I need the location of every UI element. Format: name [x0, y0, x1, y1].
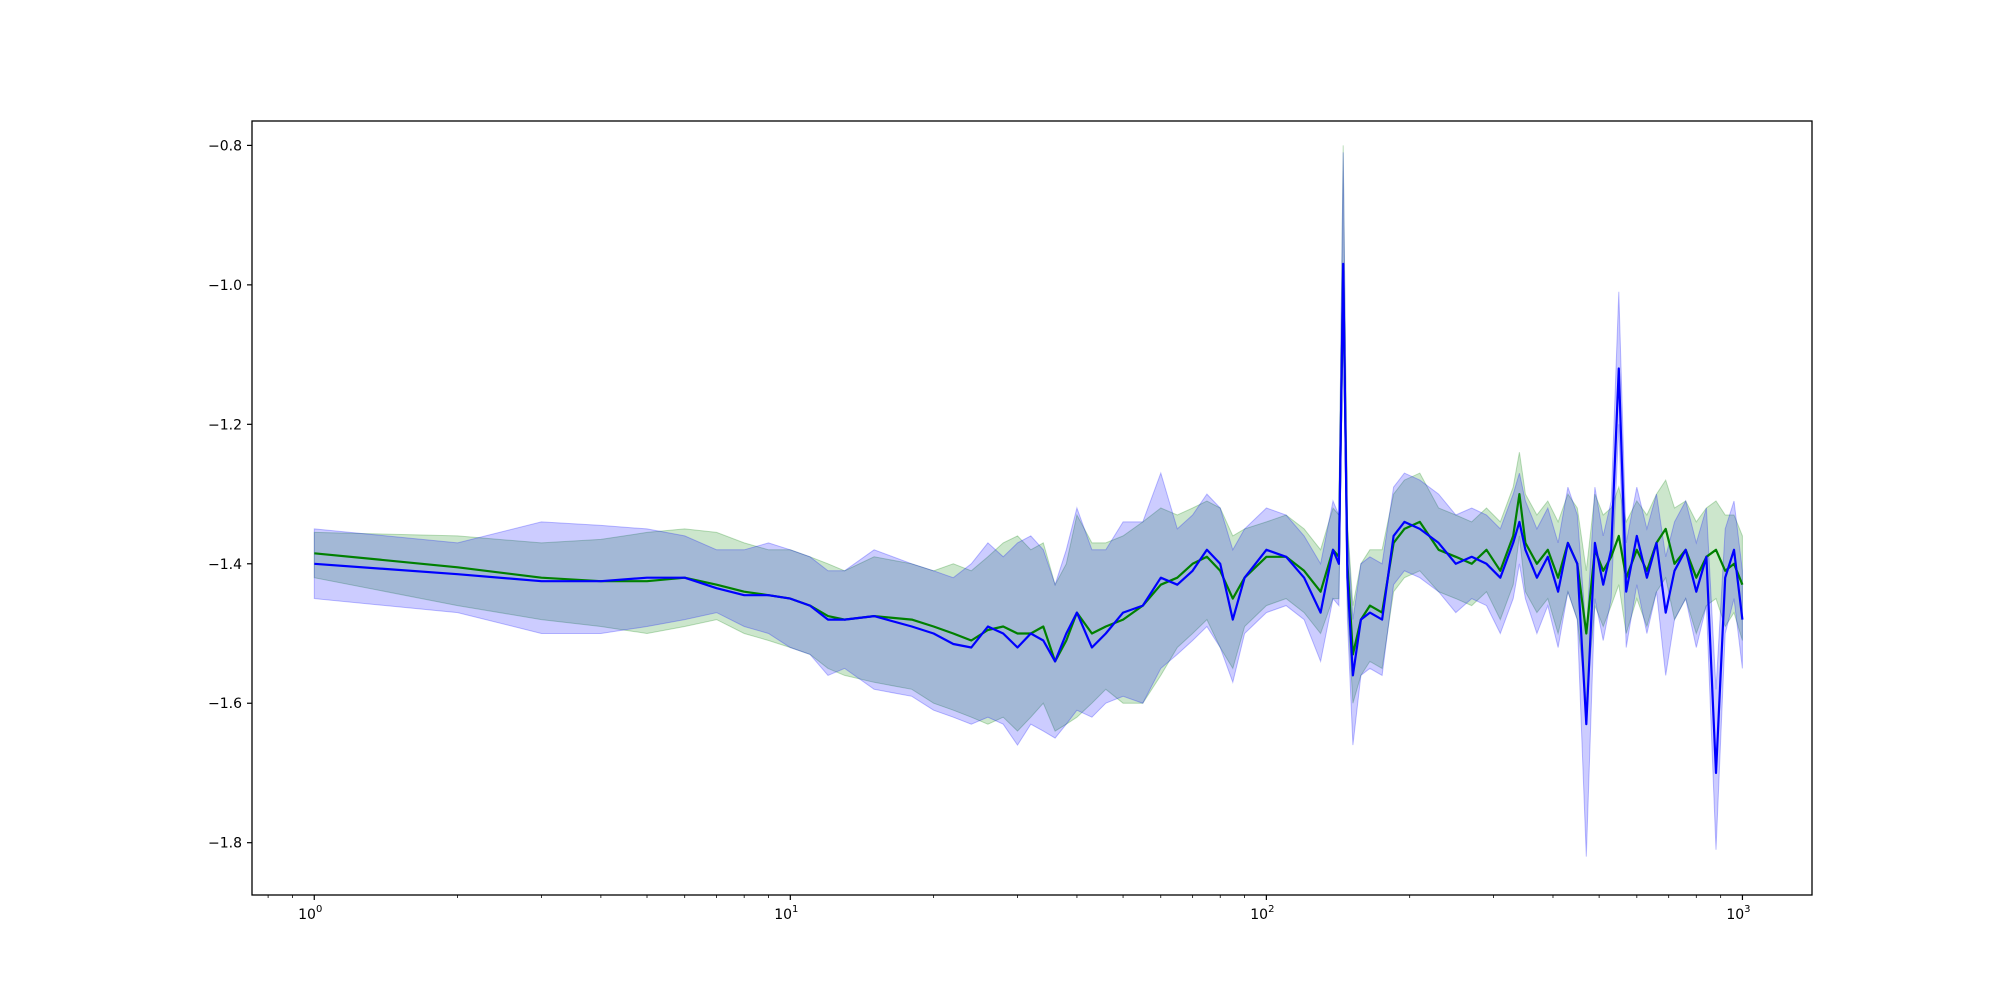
- y-tick-label: −1.4: [208, 557, 242, 573]
- y-tick-label: −1.8: [208, 836, 242, 852]
- confidence-bands: [313, 145, 1743, 857]
- y-tick-label: −1.0: [208, 278, 242, 294]
- series-2-band: [313, 152, 1743, 857]
- y-tick-label: −1.2: [208, 417, 242, 433]
- x-axis: 100 101 102 103: [267, 895, 1751, 923]
- series-1-band: [313, 145, 1743, 732]
- plot-frame: [251, 120, 1813, 896]
- y-tick-label: −0.8: [208, 138, 242, 154]
- series-lines: [314, 262, 1744, 775]
- series-2-line: [314, 262, 1744, 775]
- y-tick-label: −1.6: [208, 696, 242, 712]
- y-axis: −0.8 −1.0 −1.2 −1.4 −1.6 −1.8: [208, 138, 252, 852]
